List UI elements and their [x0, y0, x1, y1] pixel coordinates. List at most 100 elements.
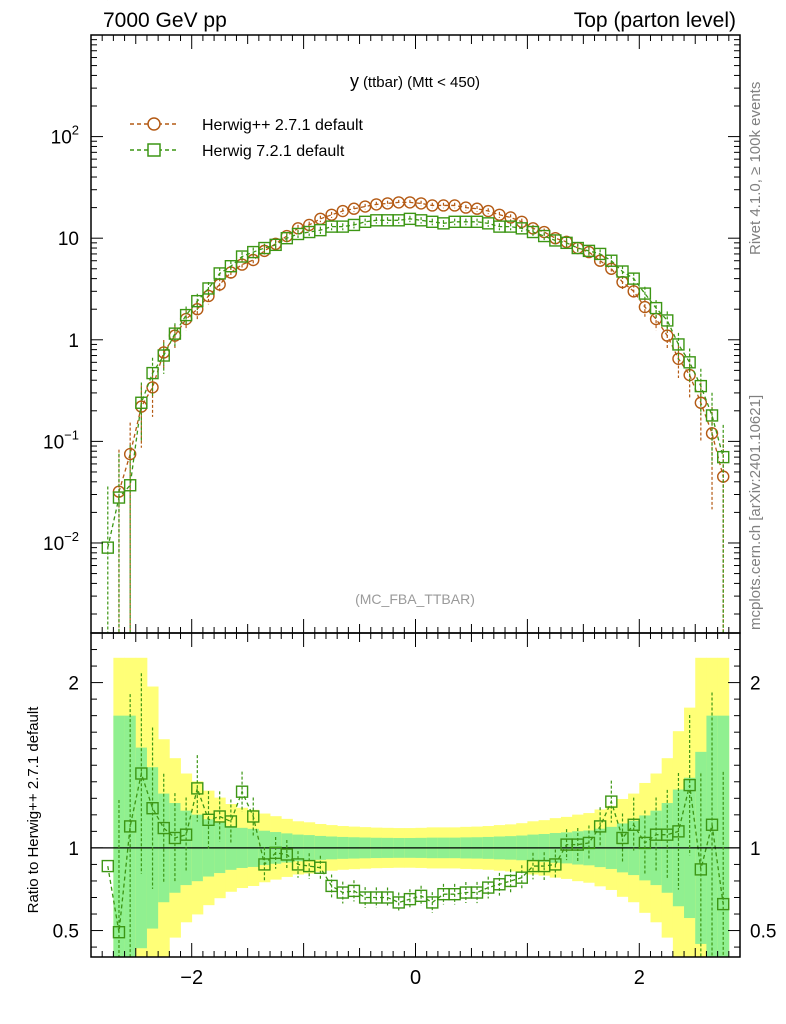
ratio-y-tick-label: 2 — [68, 674, 79, 695]
rivet-version-label: Rivet 4.1.0, ≥ 100k events — [747, 82, 764, 255]
data-point — [493, 208, 506, 221]
legend-marker-herwig7 — [147, 143, 161, 157]
y-tick-label-exponent: −2 — [64, 529, 79, 544]
ratio-panel-frame: −2 0 2 0.5 0.5 1 1 2 2 — [53, 632, 776, 989]
data-point — [694, 396, 708, 409]
ratio-point — [325, 879, 338, 893]
ratio-point — [235, 785, 249, 798]
y-tick-label-base: 10 — [43, 534, 64, 555]
ratio-y-tick-label: 1 — [68, 839, 79, 860]
ratio-band-green — [706, 715, 719, 957]
data-point — [649, 301, 663, 315]
data-point — [112, 491, 126, 504]
x-tick-label: 2 — [634, 967, 645, 989]
plot-title-variable: y — [350, 71, 359, 91]
data-point — [213, 267, 226, 280]
legend: Herwig++ 2.7.1 default Herwig 7.2.1 defa… — [130, 117, 364, 160]
data-point — [314, 212, 327, 226]
ratio-panel-data — [91, 657, 740, 957]
ratio-point — [347, 884, 361, 898]
header-left: 7000 GeV pp — [103, 9, 227, 32]
data-point — [605, 254, 618, 267]
data-point — [593, 247, 607, 261]
ratio-point — [549, 858, 562, 871]
data-point — [672, 338, 685, 351]
ratio-y-tick-label-right: 1 — [750, 839, 761, 860]
y-tick-label-base: 10 — [58, 229, 79, 250]
data-point — [179, 308, 193, 322]
analysis-watermark: (MC_FBA_TTBAR) — [355, 591, 475, 607]
data-point — [269, 238, 282, 252]
y-tick-label-exponent: 2 — [72, 123, 79, 138]
y-tick-label: 102 — [51, 123, 79, 149]
data-point — [694, 379, 708, 393]
ratio-point — [247, 810, 260, 823]
ratio-y-tick-label-right: 0.5 — [750, 922, 776, 943]
data-point — [705, 409, 719, 422]
ratio-y-tick-label-right: 2 — [750, 674, 761, 695]
series-line-1 — [107, 218, 724, 548]
series-line-0 — [118, 201, 724, 492]
ratio-point — [258, 858, 271, 871]
y-tick-label-exponent: −1 — [64, 427, 79, 442]
data-point — [202, 282, 215, 295]
data-point — [123, 479, 137, 492]
ratio-point — [414, 889, 428, 903]
x-tick-label: 0 — [410, 967, 421, 989]
y-tick-label: 10 — [58, 229, 79, 250]
legend-label-herwigpp: Herwig++ 2.7.1 default — [202, 117, 364, 134]
mcplots-reference-label: mcplots.cern.ch [arXiv:2401.10621] — [747, 395, 764, 630]
ratio-point — [515, 871, 529, 884]
data-point — [482, 204, 495, 218]
ratio-point — [582, 836, 596, 850]
ratio-point — [638, 836, 652, 850]
ratio-point — [616, 831, 629, 845]
ratio-y-tick-label: 0.5 — [53, 922, 79, 943]
legend-marker-herwigpp — [147, 117, 161, 131]
ratio-point — [179, 828, 193, 841]
data-point — [683, 356, 696, 369]
data-point — [224, 260, 238, 273]
legend-label-herwig7: Herwig 7.2.1 default — [202, 143, 345, 160]
data-point — [661, 314, 674, 327]
y-tick-label-base: 1 — [68, 331, 79, 352]
main-panel-data — [101, 196, 730, 633]
data-point — [101, 541, 114, 554]
ratio-y-axis-label: Ratio to Herwig++ 2.7.1 default — [25, 706, 42, 914]
ratio-point — [123, 820, 137, 833]
data-point — [325, 208, 338, 221]
ratio-point — [694, 863, 708, 876]
data-point — [717, 450, 730, 464]
y-tick-label-base: 10 — [51, 128, 72, 149]
data-point — [504, 211, 517, 224]
ratio-point — [683, 778, 696, 792]
data-point — [123, 447, 137, 461]
data-point — [157, 349, 170, 362]
ratio-point — [314, 861, 327, 874]
x-tick-label: −2 — [180, 967, 203, 989]
y-tick-label: 10−1 — [43, 427, 79, 453]
data-point — [616, 265, 629, 278]
data-point — [661, 329, 674, 342]
ratio-point — [146, 802, 159, 815]
ratio-point — [157, 821, 170, 835]
ratio-point — [112, 926, 126, 939]
main-frame-box — [90, 34, 741, 634]
plot-title-condition: (ttbar) (Mtt < 450) — [363, 74, 480, 91]
ratio-point — [191, 782, 204, 795]
ratio-point — [426, 896, 439, 909]
data-point — [168, 327, 182, 340]
ratio-band-green — [717, 715, 730, 957]
plot-title: y (ttbar) (Mtt < 450) — [350, 71, 480, 91]
data-point — [638, 287, 652, 300]
ratio-point — [280, 848, 294, 861]
ratio-point — [135, 767, 148, 780]
ratio-point — [705, 818, 719, 831]
ratio-point — [224, 815, 238, 828]
ratio-point — [627, 818, 640, 831]
data-point — [135, 396, 148, 409]
y-tick-label: 10−2 — [43, 529, 79, 555]
ratio-point — [672, 825, 685, 838]
